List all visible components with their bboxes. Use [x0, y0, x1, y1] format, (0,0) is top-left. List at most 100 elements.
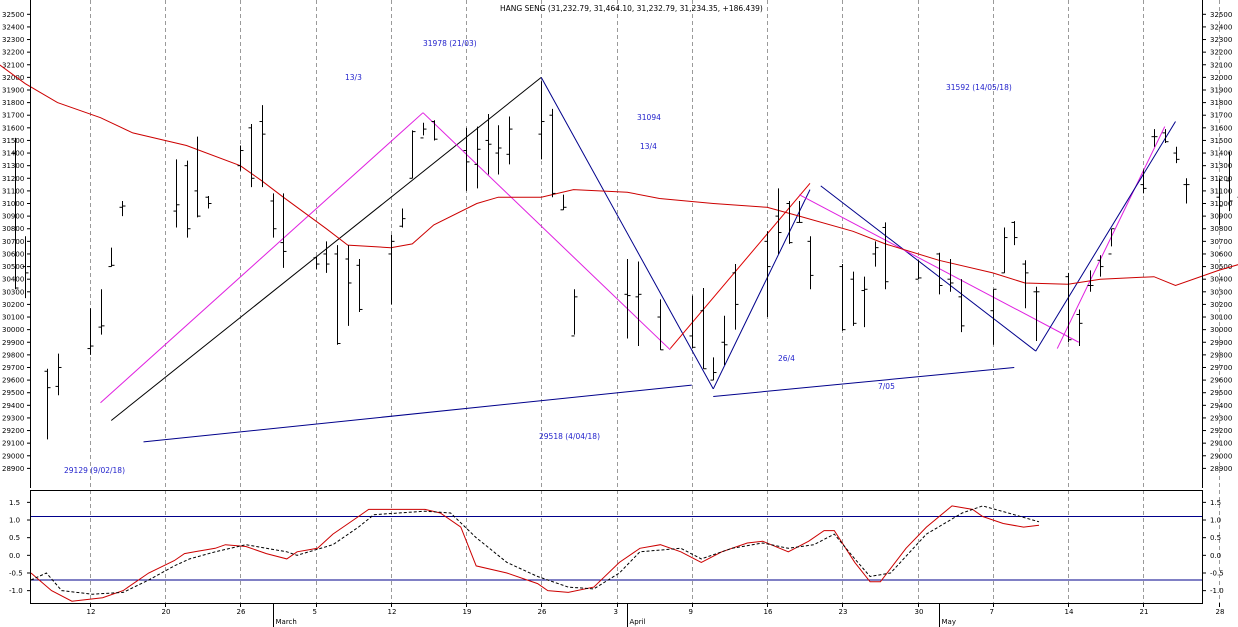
annotation-13-3: 13/3 — [345, 73, 362, 82]
price-tick-label-left-32300: 32300 — [2, 36, 24, 44]
ind-tick-label-left-1.0: 1.0 — [9, 517, 20, 525]
price-tick-label-left-30400: 30400 — [2, 276, 24, 284]
annotation-13-4: 13/4 — [640, 142, 657, 151]
price-tick-label-right-31000: 31000 — [1210, 200, 1232, 208]
price-tick-label-left-29000: 29000 — [2, 452, 24, 460]
date-tick-label-1: 20 — [162, 608, 171, 616]
price-tick-label-right-31600: 31600 — [1210, 124, 1232, 132]
price-tick-label-left-30200: 30200 — [2, 301, 24, 309]
price-tick-label-left-28900: 28900 — [2, 465, 24, 473]
month-label-2: May — [942, 618, 956, 626]
ohlc-bar-2018-02-14 — [108, 247, 115, 268]
ohlc-bar-2018-03-29 — [571, 289, 578, 337]
price-tick-label-left-32500: 32500 — [2, 11, 24, 19]
moving-average-line — [0, 64, 1238, 287]
indicator-solid-line — [30, 505, 1040, 602]
moving-average-series — [0, 64, 1238, 287]
date-tick-label-12: 7 — [990, 608, 994, 616]
ohlc-bar-2018-04-26 — [872, 241, 879, 267]
ohlc-bar-2018-05-10 — [1022, 260, 1029, 309]
date-tick-label-15: 28 — [1216, 608, 1225, 616]
price-tick-label-left-29200: 29200 — [2, 427, 24, 435]
ind-tick-label-left--1.0: -1.0 — [9, 587, 23, 595]
ohlc-bar-2018-03-21 — [485, 113, 492, 175]
ohlc-bar-2018-04-19 — [796, 200, 803, 223]
price-tick-label-right-29400: 29400 — [1210, 402, 1232, 410]
ohlc-bar-2018-05-24 — [1173, 146, 1180, 164]
price-tick-label-right-30100: 30100 — [1210, 314, 1232, 322]
indicator-axis-left: -1.0 -0.5 0.0 0.5 1.0 1.5 — [9, 499, 30, 595]
trend-support-left — [143, 384, 692, 443]
ohlc-bar-2018-03-26 — [538, 81, 545, 160]
month-label-1: April — [630, 618, 646, 626]
price-tick-label-right-30000: 30000 — [1210, 326, 1232, 334]
price-tick-label-left-29300: 29300 — [2, 414, 24, 422]
ohlc-bar-2018-04-10 — [700, 288, 707, 370]
price-tick-label-left-29900: 29900 — [2, 339, 24, 347]
ohlc-bar-2018-03-27 — [549, 108, 556, 198]
price-tick-label-right-30500: 30500 — [1210, 263, 1232, 271]
ind-tick-label-right-1.5: 1.5 — [1210, 499, 1221, 507]
trend-magenta-down — [422, 112, 671, 351]
date-tick-label-0: 12 — [87, 608, 96, 616]
ohlc-bar-2018-05-25 — [1183, 178, 1190, 204]
ohlc-bar-2018-03-20 — [474, 126, 481, 189]
price-tick-label-left-30800: 30800 — [2, 225, 24, 233]
price-tick-label-left-31500: 31500 — [2, 137, 24, 145]
ohlc-bar-2018-02-27 — [248, 124, 255, 188]
ohlc-bar-2018-05-04 — [958, 279, 965, 333]
price-tick-label-right-31400: 31400 — [1210, 150, 1232, 158]
price-tick-label-right-32400: 32400 — [1210, 23, 1232, 31]
price-tick-label-left-32200: 32200 — [2, 49, 24, 57]
trend-support-right — [713, 366, 1015, 397]
price-tick-label-right-30300: 30300 — [1210, 288, 1232, 296]
price-tick-label-left-31800: 31800 — [2, 99, 24, 107]
date-tick-label-4: 12 — [388, 608, 397, 616]
price-tick-label-right-31900: 31900 — [1210, 86, 1232, 94]
price-tick-label-left-29700: 29700 — [2, 364, 24, 372]
date-tick-label-10: 23 — [839, 608, 848, 616]
price-tick-label-right-32000: 32000 — [1210, 74, 1232, 82]
price-tick-label-right-29500: 29500 — [1210, 389, 1232, 397]
ohlc-bar-2018-02-26 — [237, 145, 244, 171]
ohlc-bar-2018-03-23 — [506, 116, 513, 165]
trend-red-up — [669, 183, 811, 349]
price-tick-label-left-30900: 30900 — [2, 213, 24, 221]
ohlc-bar-2018-05-29 — [1226, 151, 1233, 212]
price-tick-label-right-28900: 28900 — [1210, 465, 1232, 473]
price-tick-label-right-30900: 30900 — [1210, 213, 1232, 221]
ohlc-bar-2018-03-01 — [270, 193, 277, 238]
price-tick-label-left-29500: 29500 — [2, 389, 24, 397]
price-tick-label-left-29400: 29400 — [2, 402, 24, 410]
ohlc-bar-2018-02-15 — [119, 200, 126, 217]
ohlc-bar-2018-04-16 — [764, 231, 771, 318]
ohlc-bar-2018-05-11 — [1033, 286, 1040, 341]
trend-blue-channel-down — [820, 185, 1037, 352]
price-tick-label-left-31100: 31100 — [2, 187, 24, 195]
price-tick-label-left-29100: 29100 — [2, 440, 24, 448]
date-tick-label-7: 3 — [614, 608, 618, 616]
ohlc-bar-2018-04-09 — [689, 295, 696, 349]
ohlc-bar-2018-03-16 — [431, 120, 438, 141]
ind-tick-label-right--0.5: -0.5 — [1210, 569, 1224, 577]
price-tick-label-right-29100: 29100 — [1210, 440, 1232, 448]
price-tick-label-right-30700: 30700 — [1210, 238, 1232, 246]
price-tick-label-right-30400: 30400 — [1210, 276, 1232, 284]
ohlc-bar-2018-04-11 — [710, 357, 717, 381]
price-tick-label-right-31500: 31500 — [1210, 137, 1232, 145]
price-tick-label-right-30200: 30200 — [1210, 301, 1232, 309]
price-tick-label-right-31300: 31300 — [1210, 162, 1232, 170]
price-tick-label-right-31100: 31100 — [1210, 187, 1232, 195]
ind-tick-label-right-0.5: 0.5 — [1210, 534, 1221, 542]
date-tick-label-8: 9 — [689, 608, 693, 616]
price-tick-label-left-30300: 30300 — [2, 288, 24, 296]
price-tick-label-left-30100: 30100 — [2, 314, 24, 322]
price-tick-label-right-31700: 31700 — [1210, 112, 1232, 120]
ohlc-bar-2018-05-23 — [1162, 129, 1169, 143]
date-tick-label-3: 5 — [313, 608, 317, 616]
price-tick-label-right-29600: 29600 — [1210, 377, 1232, 385]
date-tick-label-5: 19 — [463, 608, 472, 616]
price-tick-label-right-30800: 30800 — [1210, 225, 1232, 233]
date-tick-label-6: 26 — [538, 608, 547, 616]
price-tick-label-right-29000: 29000 — [1210, 452, 1232, 460]
